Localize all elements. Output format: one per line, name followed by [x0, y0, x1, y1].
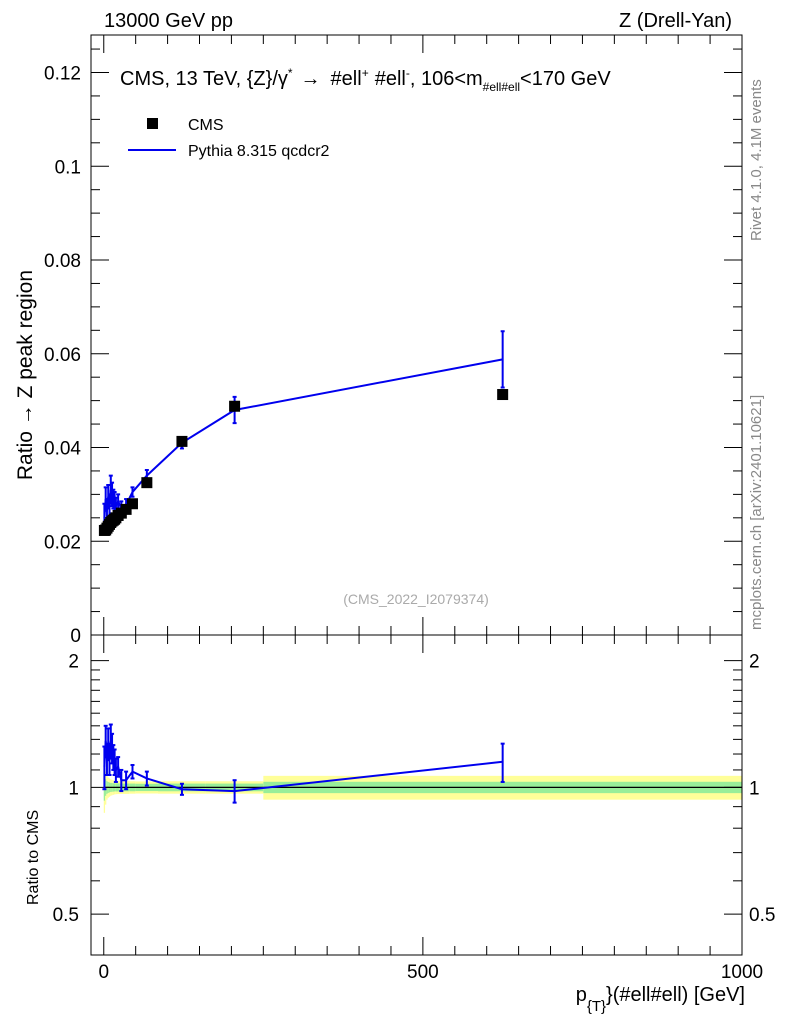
- cms-data-point: [120, 503, 132, 515]
- x-tick-label: 500: [407, 962, 439, 983]
- x-tick-label: 1000: [721, 962, 763, 983]
- ratio-y-tick-label-right: 2: [749, 652, 760, 673]
- analysis-watermark: (CMS_2022_I2079374): [343, 591, 489, 607]
- pythia-line: [103, 358, 503, 518]
- x-axis-label: p{T}}(#ell#ell) [GeV]: [576, 984, 745, 1015]
- main-series-group: [98, 330, 509, 536]
- main-y-tick-label: 0.12: [44, 64, 81, 85]
- main-title: CMS, 13 TeV, {Z}/γ* → #ell+ #ell-, 106<m#el…: [120, 66, 611, 94]
- main-y-axis-label: Ratio → Z peak region: [14, 270, 37, 480]
- main-y-tick-label: 0.1: [55, 157, 81, 178]
- cms-data-point: [126, 498, 138, 510]
- ratio-y-tick-label: 1: [68, 778, 79, 799]
- main-y-tick-label: 0: [70, 626, 81, 647]
- header-right: Z (Drell-Yan): [619, 10, 732, 32]
- ratio-series-group: [102, 723, 505, 804]
- ratio-y-tick-label: 2: [68, 652, 79, 673]
- legend-label-cms: CMS: [188, 117, 224, 134]
- cms-data-point: [497, 389, 509, 401]
- legend-marker-cms: [147, 118, 158, 129]
- main-y-tick-label: 0.02: [44, 532, 81, 553]
- rivet-version-label: Rivet 4.1.0, 4.1M events: [748, 79, 765, 241]
- main-y-tick-label: 0.04: [44, 439, 81, 460]
- mcplots-url-label: mcplots.cern.ch [arXiv:2401.10621]: [748, 395, 765, 630]
- main-y-tick-label: 0.08: [44, 251, 81, 272]
- legend-label-pythia: Pythia 8.315 qcdcr2: [188, 143, 330, 160]
- ratio-y-tick-label-right: 1: [749, 778, 760, 799]
- x-tick-label: 0: [98, 962, 109, 983]
- cms-data-point: [229, 400, 241, 412]
- axis-tick-labels: 0 0.02 0.04 0.06 0.08 0.1 0.12 0.5 0.5 1 1 2 2 0 500 10…: [44, 64, 775, 984]
- header-left: 13000 GeV pp: [104, 10, 233, 32]
- ratio-y-tick-label-right: 0.5: [749, 905, 775, 926]
- cms-data-point: [141, 477, 153, 489]
- ratio-y-axis-label: Ratio to CMS: [25, 810, 42, 905]
- main-y-tick-label: 0.06: [44, 345, 81, 366]
- axis-ticks: [91, 35, 743, 955]
- ratio-panel-frame: [90, 634, 743, 956]
- ratio-y-tick-label: 0.5: [53, 905, 79, 926]
- cms-data-point: [176, 435, 188, 447]
